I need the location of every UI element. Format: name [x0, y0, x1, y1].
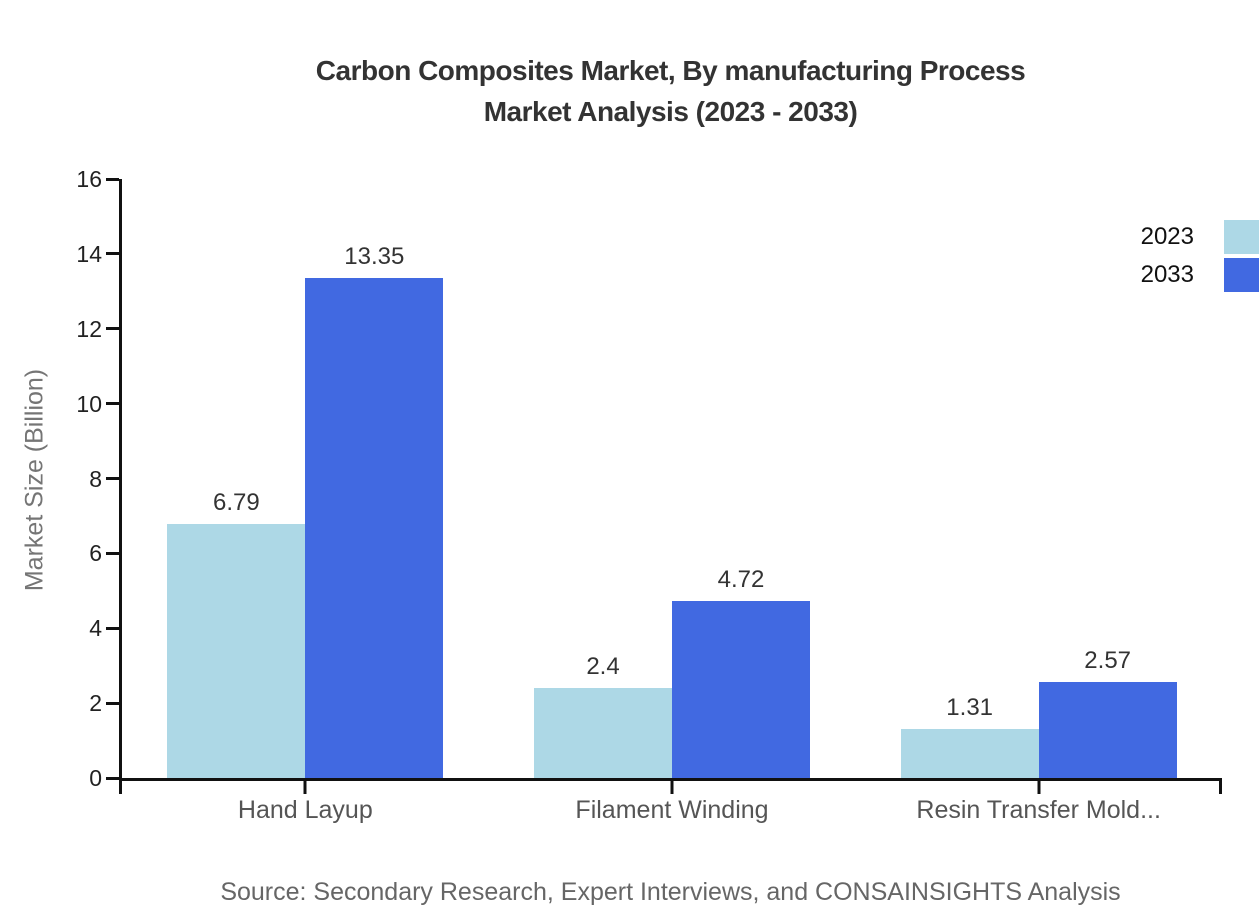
bar-group: 1.31 2.57: [900, 646, 1177, 778]
category-label: Hand Layup: [237, 796, 373, 824]
source-note: Source: Secondary Research, Expert Inter…: [220, 878, 1121, 906]
x-axis-tick: [670, 778, 674, 794]
bar-wrap-2023: 1.31: [900, 693, 1039, 778]
legend-label: 2023: [1140, 223, 1194, 250]
y-axis-tick: [106, 551, 119, 555]
bar-2033: [1038, 681, 1177, 778]
bar-2033: [672, 601, 810, 778]
y-axis-tick-label: 6: [89, 540, 102, 567]
category-label: Filament Winding: [575, 796, 769, 824]
y-axis-tick-label: 12: [76, 315, 102, 342]
bar-value-label: 1.31: [946, 693, 994, 721]
y-axis-tick-label: 10: [76, 390, 102, 417]
y-axis-tick: [106, 477, 119, 480]
y-axis-tick-label: 14: [76, 240, 102, 267]
bar-group: 6.79 13.35: [167, 243, 444, 778]
bar-group: 2.4 4.72: [534, 566, 810, 778]
bar-wrap-2033: 4.72: [672, 566, 810, 778]
y-axis-tick-label: 4: [89, 615, 102, 642]
y-axis-tick: [106, 701, 119, 705]
bar-value-label: 13.35: [344, 243, 405, 271]
legend-item: 2033: [1141, 258, 1259, 292]
category-label: Resin Transfer Mold...: [916, 796, 1161, 824]
y-axis-tick: [106, 252, 119, 256]
legend: 2023 2033: [1141, 220, 1259, 292]
bar-value-label: 4.72: [717, 566, 765, 594]
x-axis-end-tick: [1219, 778, 1222, 794]
x-axis-tick: [1037, 778, 1041, 794]
bar-wrap-2033: 2.57: [1038, 646, 1177, 778]
bar-value-label: 2.57: [1084, 646, 1132, 674]
bar-value-label: 6.79: [212, 488, 260, 516]
y-axis-tick-label: 8: [89, 465, 102, 492]
bar-2023: [534, 688, 672, 778]
legend-swatch: [1224, 258, 1259, 292]
bar-wrap-2023: 6.79: [167, 488, 306, 778]
legend-swatch: [1224, 220, 1259, 254]
legend-item: 2023: [1141, 220, 1259, 254]
chart-title-line1: Carbon Composites Market, By manufacturi…: [315, 55, 1026, 86]
y-axis-tick-label: 0: [89, 765, 102, 791]
chart-title-line2: Market Analysis (2023 - 2033): [483, 96, 858, 127]
y-axis-tick: [106, 626, 119, 630]
x-axis-end-tick: [119, 778, 122, 794]
x-axis-tick: [303, 778, 307, 794]
bar-value-label: 2.4: [586, 653, 620, 681]
y-axis-tick: [106, 327, 119, 331]
y-axis-tick: [106, 177, 119, 181]
bar-2023: [167, 523, 306, 778]
bar-wrap-2033: 13.35: [305, 243, 444, 778]
chart-title: Carbon Composites Market, By manufacturi…: [119, 50, 1222, 132]
y-axis-tick-label: 16: [76, 166, 102, 192]
y-axis-tick-label: 2: [89, 690, 102, 717]
y-axis-tick: [106, 402, 119, 406]
bar-wrap-2023: 2.4: [534, 653, 672, 778]
legend-label: 2033: [1140, 261, 1194, 288]
bar-2033: [305, 278, 444, 778]
plot-area: 0 2 4 6 8 10 12 14 16 Hand Layup 6.79 13.35 Filament…: [76, 166, 1222, 824]
y-axis-title: Market Size (Billion): [20, 368, 49, 592]
y-axis-tick: [106, 776, 119, 780]
bar-2023: [900, 728, 1039, 778]
